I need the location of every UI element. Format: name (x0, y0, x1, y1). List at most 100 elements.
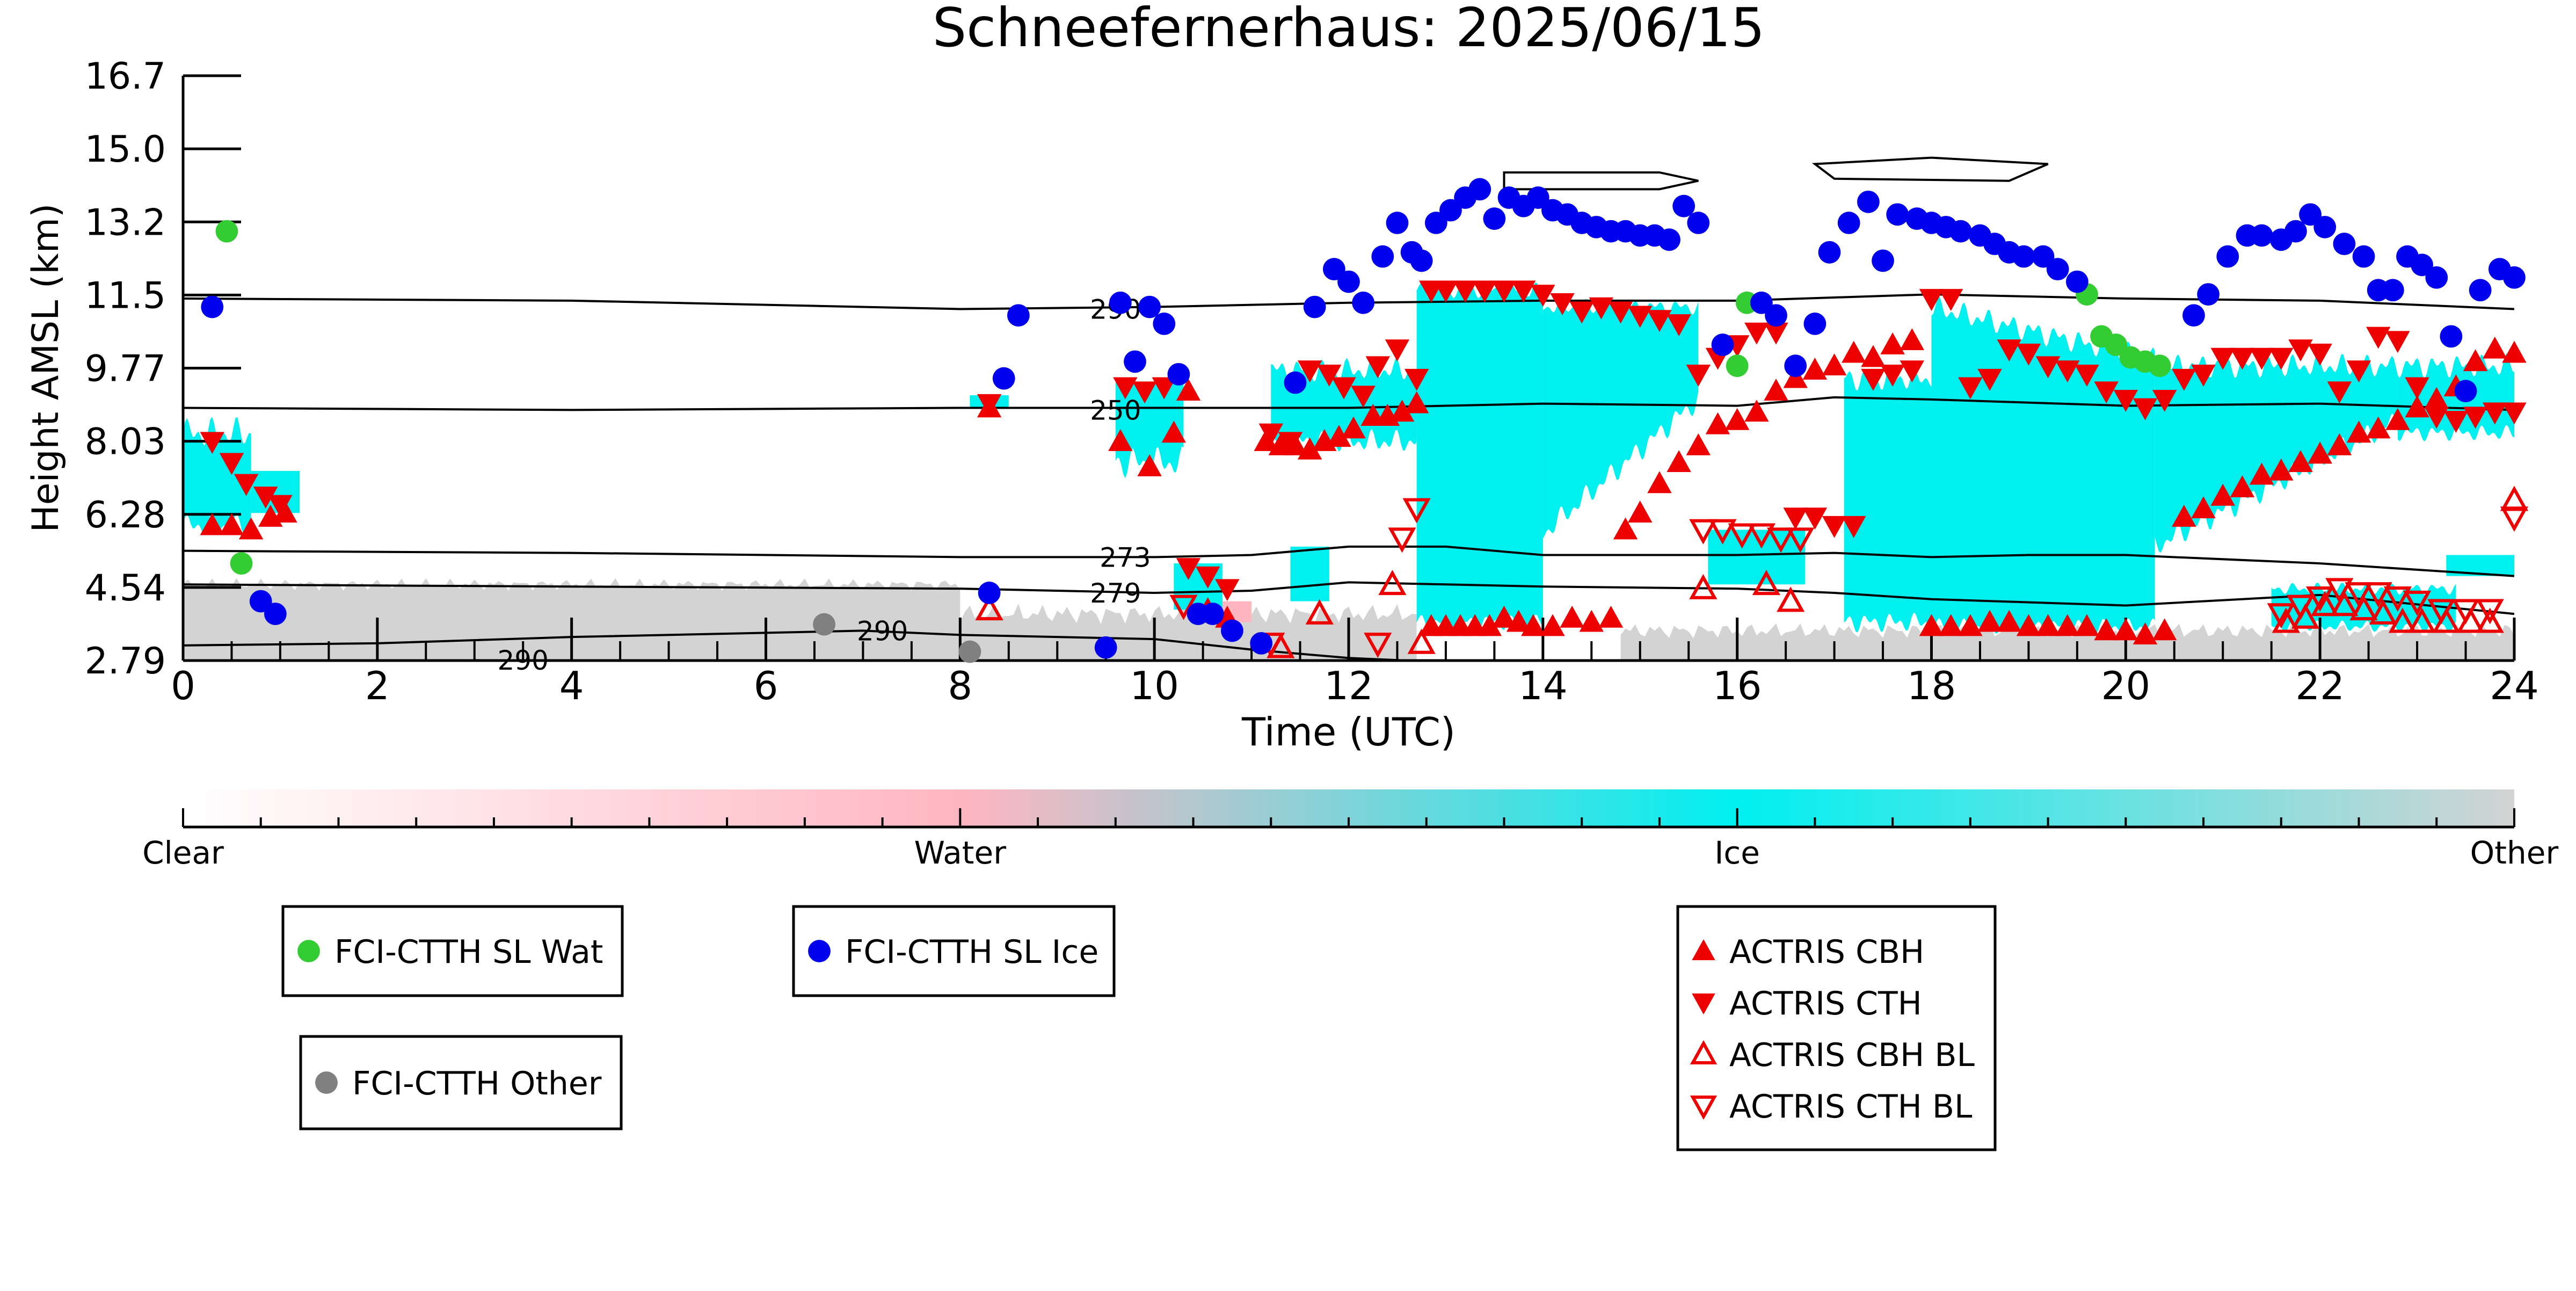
point-actris-cth-bl (1786, 527, 1815, 553)
point-actris-cbh (1880, 332, 1905, 354)
point-fci-ctth-sl-ice (2454, 380, 2477, 403)
point-actris-cbh-bl (1777, 586, 1805, 612)
legend-marker-actris-cth-bl (1690, 1096, 1718, 1120)
point-actris-cth (1919, 289, 1944, 311)
point-actris-cth-bl (2325, 578, 2354, 604)
point-fci-ctth-other (958, 640, 981, 663)
marker-layer (200, 178, 2529, 663)
point-actris-cbh (2016, 614, 2041, 636)
point-fci-ctth-sl-ice (2284, 220, 2307, 243)
point-actris-cbh (1176, 379, 1201, 401)
point-actris-cth (1278, 432, 1303, 454)
point-actris-cbh (1613, 517, 1638, 540)
legend-marker-fci-ctth-other (315, 1071, 338, 1094)
point-actris-cth (1215, 579, 1240, 601)
colorbar-label: Ice (1714, 835, 1760, 871)
point-actris-cth-bl (1708, 519, 1737, 545)
point-actris-cth (268, 495, 293, 517)
point-actris-cth (2016, 343, 2041, 366)
point-actris-cth (2308, 343, 2332, 366)
point-actris-cbh-bl (2330, 591, 2359, 617)
point-fci-ctth-sl-ice (1526, 186, 1549, 209)
point-actris-cbh (2191, 496, 2216, 519)
point-actris-cth (1351, 386, 1376, 408)
legends: FCI-CTTH SL Wat FCI-CTTH SL Ice FCI-CTTH O… (281, 905, 1997, 1151)
point-actris-cbh (2035, 614, 2061, 636)
point-actris-cbh (1560, 605, 1584, 628)
legend-marker-fci-ctth-sl-ice (808, 940, 831, 962)
point-fci-ctth-sl-ice (1711, 333, 1734, 356)
legend-marker-actris-cbh (1692, 939, 1715, 960)
point-actris-cbh (1861, 345, 1886, 367)
point-actris-cth (1802, 507, 1828, 530)
point-fci-ctth-other (813, 613, 835, 636)
colorbar: Clear Water Ice Other (142, 789, 2558, 871)
point-actris-cth (1132, 381, 1157, 404)
point-actris-cth (1569, 301, 1594, 324)
x-axis-label: Time (UTC) (1241, 709, 1456, 755)
y-tick-label: 16.7 (85, 55, 166, 98)
point-fci-ctth-sl-ice (1872, 249, 1894, 272)
y-axis-label: Height AMSL (km) (25, 204, 67, 533)
point-fci-ctth-sl-ice (2012, 245, 2035, 268)
point-fci-ctth-sl-ice (1337, 270, 1360, 293)
point-actris-cbh (2269, 458, 2294, 481)
x-tick-label: 22 (2295, 663, 2345, 708)
cloud-ice (2397, 353, 2514, 441)
point-fci-ctth-sl-ice (1765, 304, 1787, 327)
point-actris-cth (1842, 516, 1866, 538)
point-fci-ctth-sl-ice (1857, 190, 1880, 213)
point-fci-ctth-sl-ice (1138, 295, 1161, 318)
point-actris-cth (1365, 356, 1390, 379)
point-fci-ctth-sl-ice (2182, 304, 2205, 327)
isotherm-label: 290 (857, 615, 908, 647)
chart-title: Schneefernerhaus: 2025/06/15 (933, 0, 1765, 59)
point-fci-ctth-sl-ice (1687, 212, 1710, 234)
legend-frame (281, 905, 624, 997)
point-actris-cth-bl (1388, 527, 1416, 553)
cloud-ice (1416, 282, 1543, 631)
cloud-ice (183, 417, 251, 535)
point-fci-ctth-sl-ice (1468, 178, 1491, 201)
point-actris-cth-bl (1169, 594, 1198, 620)
cloud-ice (1844, 366, 1932, 633)
point-actris-cth (1744, 322, 1769, 345)
point-actris-cth-bl (2500, 506, 2529, 532)
point-actris-cbh (1764, 379, 1788, 401)
point-actris-cbh-bl (2500, 485, 2529, 511)
y-tick-label: 9.77 (85, 348, 166, 390)
point-actris-cth (2113, 390, 2138, 412)
point-actris-cth-bl (2345, 582, 2373, 608)
colorbar-label: Water (914, 835, 1007, 871)
x-tick-label: 20 (2101, 663, 2151, 708)
point-actris-cbh (2113, 618, 2138, 641)
x-tick-label: 24 (2490, 663, 2539, 708)
point-fci-ctth-sl-ice (1818, 241, 1841, 264)
point-actris-cbh (1802, 357, 1828, 380)
legend-label: ACTRIS CTH BL (1729, 1088, 1973, 1126)
point-actris-cth (234, 474, 259, 496)
x-tick-label: 6 (754, 663, 778, 708)
point-fci-ctth-sl-ice (1386, 212, 1409, 234)
point-actris-cbh-bl (1752, 570, 1781, 596)
point-fci-ctth-sl-ice (1094, 636, 1117, 659)
point-actris-cth-bl (2383, 586, 2412, 612)
point-fci-ctth-sl-ice (1750, 291, 1773, 314)
x-tick-label: 12 (1324, 663, 1373, 708)
point-actris-cth (1958, 377, 1983, 400)
legend-label: ACTRIS CTH (1729, 985, 1922, 1022)
point-actris-cth (2443, 411, 2469, 433)
point-fci-ctth-sl-ice (2216, 245, 2239, 268)
legend-label: ACTRIS CBH BL (1729, 1036, 1975, 1074)
isotherm-line-250 (183, 396, 2514, 411)
point-actris-cth (2288, 339, 2313, 361)
cloud-ice (2446, 555, 2514, 576)
isotherm-label: 279 (1090, 578, 1141, 609)
point-actris-cth (1686, 365, 1711, 387)
point-actris-cbh (1540, 614, 1565, 636)
legend-marker-actris-cth (1692, 993, 1715, 1015)
y-tick-label: 4.54 (85, 567, 166, 610)
point-actris-cbh (1783, 366, 1808, 388)
point-fci-ctth-sl-ice (2299, 203, 2322, 226)
